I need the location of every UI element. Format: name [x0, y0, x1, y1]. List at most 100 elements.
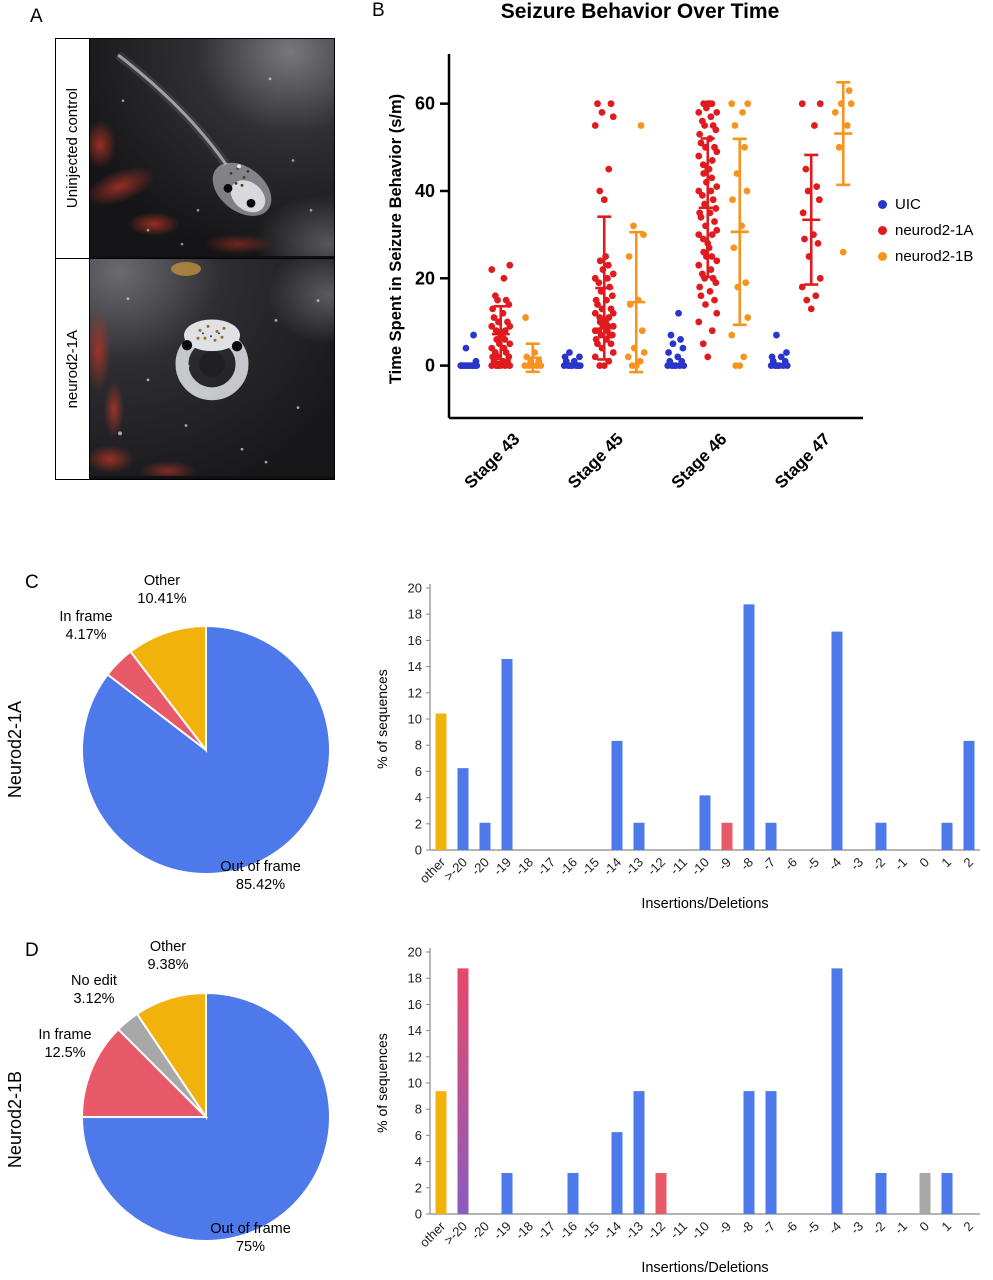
scatter-point — [729, 196, 736, 204]
pie-chart-neurod2-1a — [81, 624, 331, 875]
scatter-point — [675, 309, 682, 317]
scatter-point — [698, 117, 706, 125]
y-tick-label: 20 — [415, 268, 435, 288]
bar — [765, 822, 777, 850]
scatter-point — [783, 349, 790, 356]
scatter-point — [768, 353, 776, 361]
scatter-point — [679, 344, 687, 352]
y-tick-label: 2 — [415, 816, 422, 831]
scatter-point — [713, 257, 721, 265]
scatter-point — [728, 100, 736, 108]
scatter-point — [708, 327, 716, 335]
scatter-point — [596, 362, 604, 370]
scatter-point — [802, 165, 810, 173]
x-tick-label: -15 — [578, 855, 602, 879]
scatter-point — [500, 344, 508, 352]
bar — [633, 822, 645, 850]
bar — [435, 713, 447, 850]
x-tick-label: 1 — [938, 855, 954, 871]
scatter-point — [696, 130, 704, 138]
scatter-point — [700, 248, 708, 256]
scatter-point — [521, 362, 529, 370]
scatter-point — [711, 218, 718, 225]
error-bar — [595, 215, 614, 361]
scatter-point — [609, 113, 617, 121]
x-tick-label: -12 — [644, 855, 668, 879]
x-tick-label: 0 — [916, 855, 932, 871]
scatter-point — [607, 340, 615, 348]
x-tick-label: -16 — [556, 855, 580, 879]
pie-label-in-frame-d: In frame 12.5% — [38, 1027, 92, 1062]
y-tick-label: 8 — [415, 738, 422, 753]
scatter-point — [807, 305, 815, 313]
scatter-point — [702, 301, 709, 308]
scatter-point — [704, 353, 712, 361]
bar — [743, 604, 755, 850]
scatter-point — [605, 314, 613, 321]
x-tick-label: -1 — [891, 1219, 910, 1238]
photo-row-label-text: Uninjected control — [64, 88, 81, 209]
scatter-point — [708, 231, 716, 239]
scatter-point — [591, 274, 599, 282]
scatter-point — [488, 344, 496, 352]
x-tick-label: -13 — [622, 855, 646, 879]
y-tick-label: 16 — [408, 997, 422, 1012]
scatter-point — [609, 322, 617, 330]
scatter-point — [815, 196, 823, 204]
x-tick-label: Stage 43 — [461, 429, 524, 492]
x-axis-title: Insertions/Deletions — [641, 1260, 768, 1276]
scatter-point — [488, 322, 496, 330]
x-tick-label: -14 — [600, 1219, 624, 1243]
scatter-point — [695, 152, 703, 160]
error-bar — [627, 230, 646, 374]
scatter-point — [607, 305, 615, 313]
neurod2-1a-dot-icon — [878, 226, 887, 235]
x-tick-label: 2 — [960, 855, 976, 871]
scatter-point — [592, 336, 600, 343]
panel-a-photo-grid: Uninjected control — [55, 38, 403, 481]
scatter-point — [831, 108, 839, 116]
scatter-point — [607, 100, 615, 108]
scatter-point — [813, 183, 821, 191]
x-tick-label: -5 — [803, 855, 822, 874]
scatter-point — [744, 314, 752, 321]
scatter-point — [695, 108, 703, 116]
x-tick-label: -13 — [622, 1219, 646, 1243]
scatter-point — [506, 340, 514, 348]
tadpole-speckles — [229, 167, 250, 187]
scatter-point — [636, 357, 644, 365]
bar — [699, 795, 711, 850]
indel-bar-chart-neurod2-1b: 02468101214161820other>-20-20-19-18-17-1… — [374, 945, 980, 1276]
scatter-point — [506, 261, 514, 269]
scatter-point — [495, 362, 502, 370]
y-tick-label: 20 — [408, 945, 422, 960]
scatter-point — [596, 314, 604, 321]
legend-label: neurod2-1B — [895, 248, 974, 265]
debris-specks — [118, 297, 320, 464]
pie-slice — [80, 1027, 209, 1118]
scatter-point — [839, 248, 847, 256]
error-bar — [834, 81, 853, 187]
x-tick-label: -6 — [781, 855, 800, 874]
uic-dot-icon — [878, 200, 887, 209]
scatter-point — [742, 279, 750, 287]
x-tick-label: -20 — [468, 1219, 492, 1243]
y-tick-label: 12 — [408, 1049, 422, 1064]
scatter-point — [467, 362, 475, 370]
scatter-point — [609, 349, 617, 356]
scatter-point — [708, 157, 716, 164]
legend-item-uic: UIC — [878, 196, 973, 213]
scatter-point — [773, 331, 780, 339]
x-tick-label: >-20 — [441, 855, 470, 884]
pie-label-other-d: Other 9.38% — [147, 939, 189, 974]
y-tick-label: 0 — [415, 843, 422, 858]
scatter-point — [667, 331, 675, 339]
pie-chart-neurod2-1b — [80, 991, 331, 1242]
photo-row-label-text: neurod2-1A — [64, 329, 81, 409]
pie-label-no-edit-d: No edit 3.12% — [71, 973, 117, 1008]
bar — [743, 1091, 755, 1214]
x-tick-label: -19 — [490, 1219, 514, 1243]
scatter-point — [699, 161, 707, 169]
x-tick-label: -20 — [468, 855, 492, 879]
scatter-point — [814, 239, 822, 247]
